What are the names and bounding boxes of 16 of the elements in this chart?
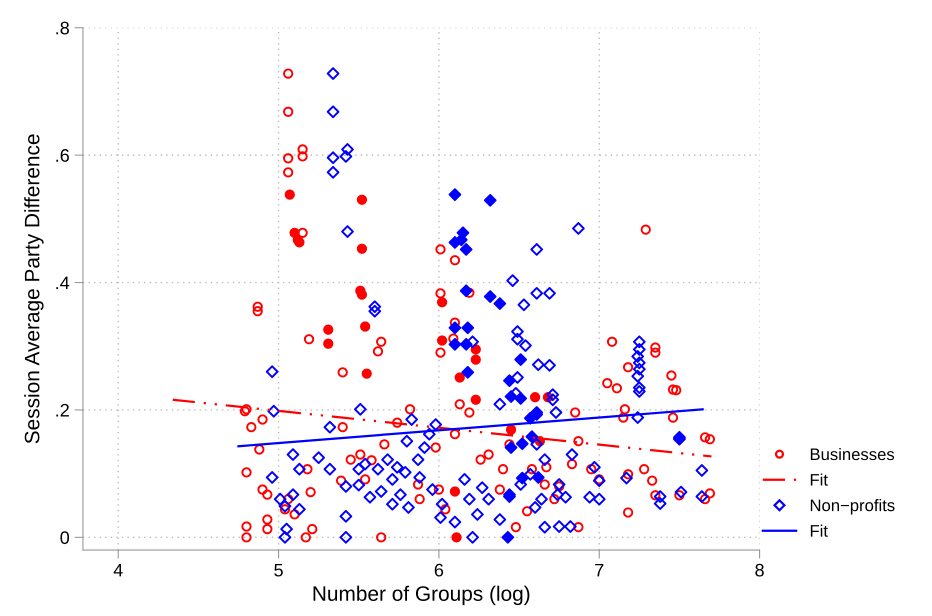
legend-label: Fit (810, 473, 828, 486)
x-tick-label: 6 (434, 564, 444, 577)
legend-label: Fit (810, 524, 828, 537)
y-tick-label: .2 (56, 404, 69, 416)
y-tick-label: .6 (56, 149, 69, 162)
x-axis-title: Number of Groups (log) (314, 586, 530, 606)
y-axis-title: Session Average Party Difference (24, 134, 44, 444)
x-tick-label: 8 (755, 564, 764, 577)
y-tick-label: 0 (60, 531, 70, 544)
x-tick-label: 7 (595, 564, 604, 576)
legend-label: Non−profits (810, 499, 895, 515)
y-tick-label: .8 (56, 22, 69, 34)
y-tick-label: .4 (56, 276, 70, 290)
x-tick-label: 5 (274, 564, 283, 577)
x-tick-label: 4 (114, 564, 123, 576)
legend-label: Businesses (810, 448, 894, 460)
